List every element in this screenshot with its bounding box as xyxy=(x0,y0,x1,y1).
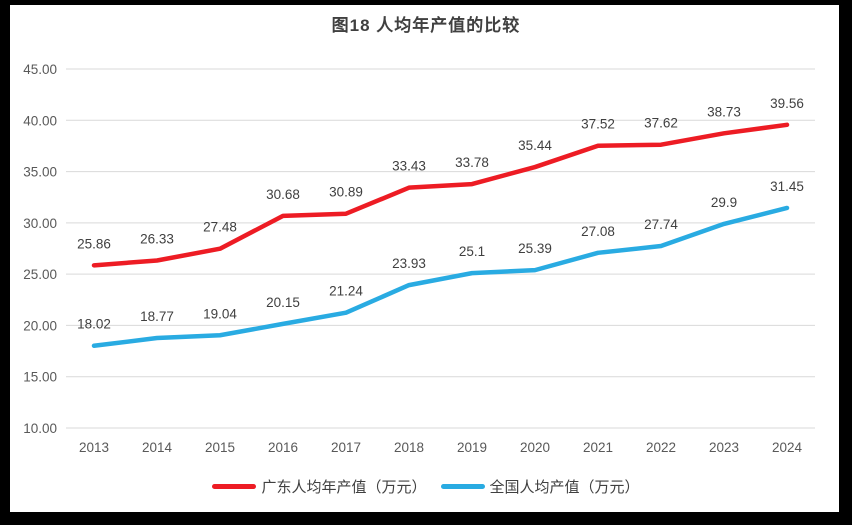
legend-item-guangdong: 广东人均年产值（万元） xyxy=(212,476,427,497)
y-axis-tick-label: 45.00 xyxy=(23,62,57,77)
data-label: 25.1 xyxy=(459,244,485,259)
data-label: 30.68 xyxy=(266,187,300,202)
data-label: 27.08 xyxy=(581,224,615,239)
data-label: 29.9 xyxy=(711,195,737,210)
data-label: 33.43 xyxy=(392,159,426,174)
x-axis-tick-label: 2013 xyxy=(79,440,109,455)
data-label: 19.04 xyxy=(203,306,237,321)
series-line-1 xyxy=(91,205,790,348)
legend-line-swatch-guangdong xyxy=(212,484,257,489)
y-axis-tick-label: 15.00 xyxy=(23,370,57,385)
data-label: 37.52 xyxy=(581,117,615,132)
x-axis-tick-label: 2015 xyxy=(205,440,235,455)
x-axis-tick-label: 2017 xyxy=(331,440,361,455)
y-axis-tick-label: 30.00 xyxy=(23,216,57,231)
x-axis-tick-label: 2023 xyxy=(709,440,739,455)
y-axis-tick-label: 35.00 xyxy=(23,165,57,180)
legend-item-national: 全国人均产值（万元） xyxy=(440,476,640,497)
x-axis-tick-label: 2022 xyxy=(646,440,676,455)
data-label: 27.48 xyxy=(203,220,237,235)
data-label: 38.73 xyxy=(707,104,741,119)
data-label: 27.74 xyxy=(644,217,678,232)
y-axis-tick-label: 10.00 xyxy=(23,421,57,436)
x-axis-tick-label: 2021 xyxy=(583,440,613,455)
y-axis-tick-label: 20.00 xyxy=(23,318,57,333)
data-label: 26.33 xyxy=(140,232,174,247)
legend-label-guangdong: 广东人均年产值（万元） xyxy=(261,479,427,496)
data-label: 31.45 xyxy=(770,179,804,194)
x-axis-tick-label: 2014 xyxy=(142,440,173,455)
data-label: 35.44 xyxy=(518,138,552,153)
legend-line-swatch-national xyxy=(440,484,485,489)
x-axis-tick-label: 2024 xyxy=(772,440,803,455)
data-label: 21.24 xyxy=(329,284,363,299)
chart-title: 图18 人均年产值的比较 xyxy=(331,16,521,35)
data-label: 20.15 xyxy=(266,295,300,310)
x-axis-tick-label: 2020 xyxy=(520,440,550,455)
legend: 广东人均年产值（万元） 全国人均产值（万元） xyxy=(0,476,852,497)
x-axis-tick-label: 2018 xyxy=(394,440,424,455)
data-label: 30.89 xyxy=(329,185,363,200)
data-label: 18.77 xyxy=(140,309,174,324)
data-label: 18.02 xyxy=(77,317,111,332)
x-axis-tick-label: 2016 xyxy=(268,440,298,455)
y-axis-tick-label: 40.00 xyxy=(23,113,57,128)
y-axis-tick-label: 25.00 xyxy=(23,267,57,282)
data-label: 23.93 xyxy=(392,256,426,271)
x-axis-tick-label: 2019 xyxy=(457,440,487,455)
data-label: 25.39 xyxy=(518,241,552,256)
legend-label-national: 全国人均产值（万元） xyxy=(489,479,640,496)
data-label: 37.62 xyxy=(644,116,678,131)
series-line-0 xyxy=(91,122,790,268)
data-label: 25.86 xyxy=(77,236,111,251)
data-label: 33.78 xyxy=(455,155,489,170)
data-label: 39.56 xyxy=(770,96,804,111)
